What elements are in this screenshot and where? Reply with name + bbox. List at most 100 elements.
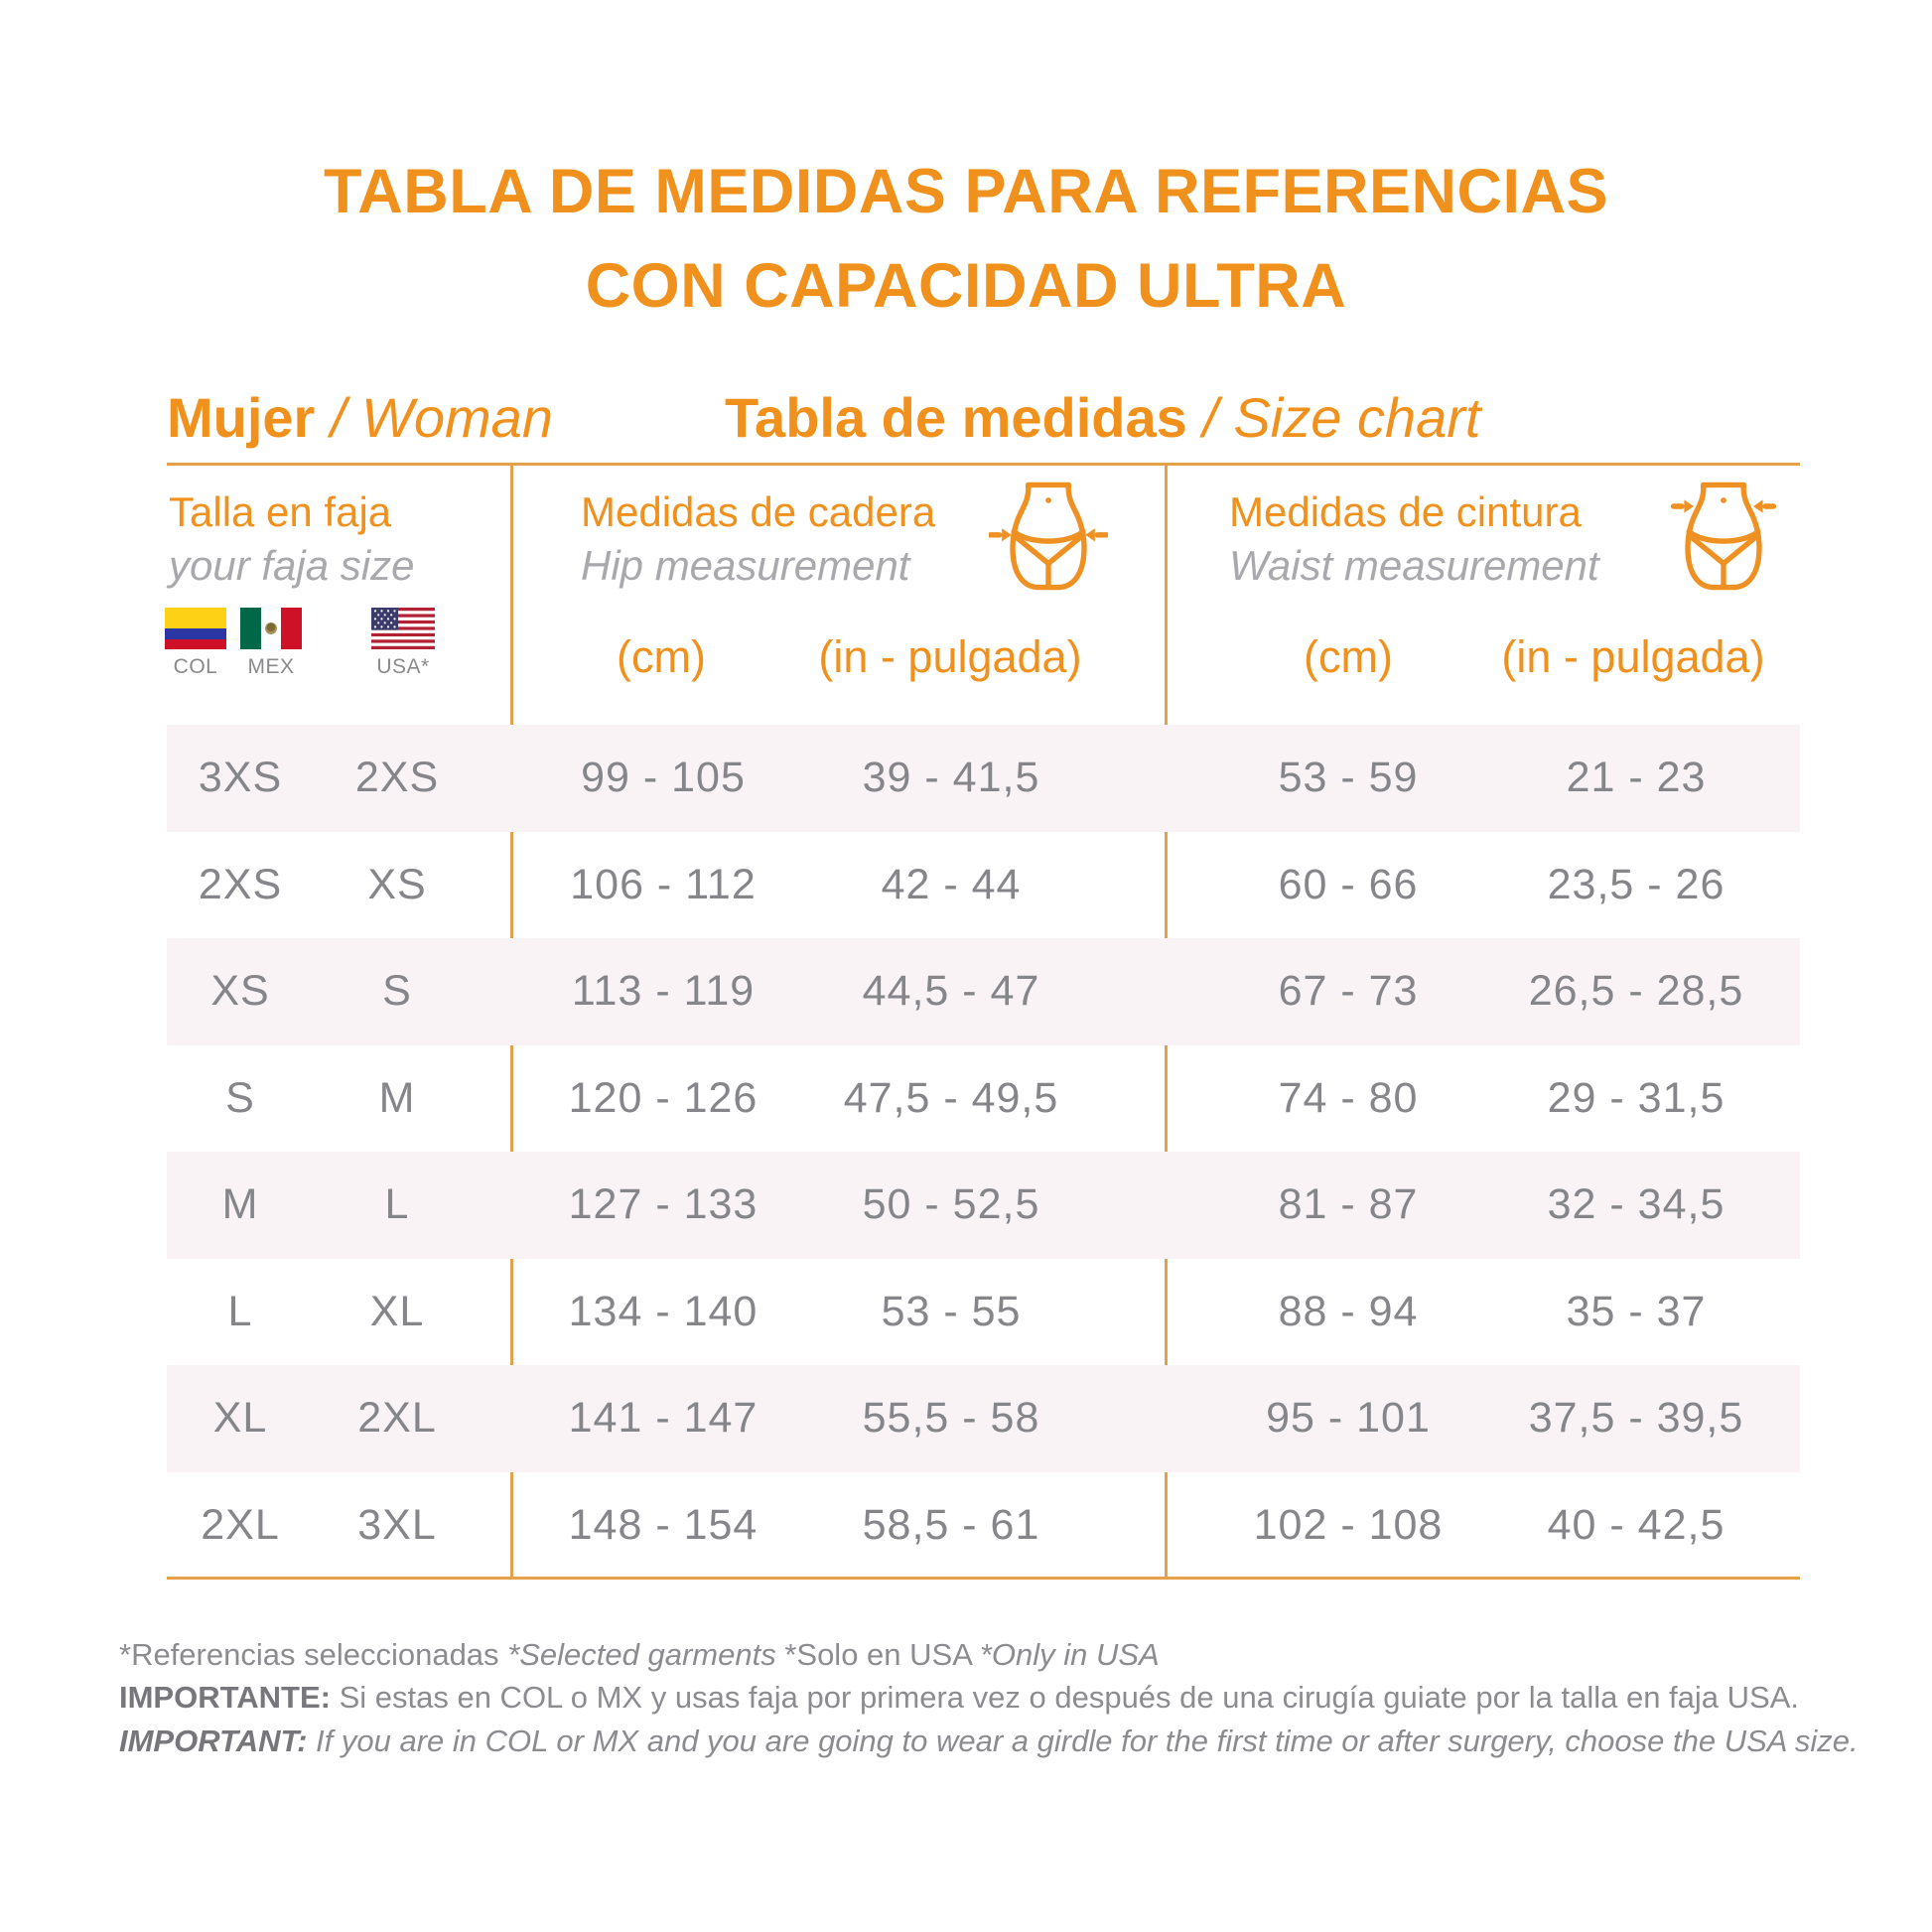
table-row: S M 120 - 126 47,5 - 49,5 74 - 80 29 - 31,5 — [167, 1045, 1800, 1153]
footnote-segment: IMPORTANT: — [119, 1723, 317, 1758]
cell-size2: L — [384, 1180, 410, 1229]
waist-column-title-en: Waist measurement — [1229, 542, 1599, 589]
cell-waist-in: 26,5 - 28,5 — [1528, 967, 1744, 1016]
cell-hip-cm: 113 - 119 — [571, 967, 756, 1016]
cell-waist-in: 29 - 31,5 — [1547, 1073, 1725, 1122]
cell-size2: 2XS — [354, 754, 440, 802]
mexico-flag-icon — [240, 608, 303, 649]
section-title-size-chart-es: Tabla de medidas — [725, 386, 1187, 449]
cell-waist-cm: 74 - 80 — [1278, 1073, 1419, 1122]
cell-hip-in: 44,5 - 47 — [862, 967, 1040, 1016]
colombia-flag-label: COL — [173, 655, 218, 678]
cell-waist-cm: 88 - 94 — [1278, 1287, 1419, 1335]
footnotes: *Referencias seleccionadas *Selected gar… — [119, 1633, 1876, 1762]
waist-measurement-icon — [1664, 477, 1783, 596]
table-row: 3XS 2XS 99 - 105 39 - 41,5 53 - 59 21 - 23 — [167, 725, 1800, 832]
hip-column-title-es: Medidas de cadera — [581, 488, 936, 535]
cell-hip-in: 50 - 52,5 — [862, 1180, 1040, 1229]
table-row: XS S 113 - 119 44,5 - 47 67 - 73 26,5 - 28,5 — [167, 938, 1800, 1045]
table-rows: 3XS 2XS 99 - 105 39 - 41,5 53 - 59 21 - 23 2XS… — [167, 725, 1800, 1579]
cell-size1: 3XS — [198, 754, 283, 802]
cell-hip-in: 55,5 - 58 — [862, 1394, 1040, 1443]
hip-unit-cm: (cm) — [617, 631, 706, 682]
cell-size1: 2XL — [201, 1500, 280, 1549]
cell-hip-cm: 134 - 140 — [568, 1287, 759, 1335]
table-row: XL 2XL 141 - 147 55,5 - 58 95 - 101 37,5 - 39… — [167, 1365, 1800, 1472]
page-title: TABLA DE MEDIDAS PARA REFERENCIAS CON CA… — [0, 145, 1932, 333]
section-title-woman-es: Mujer — [167, 386, 316, 449]
table-row: M L 127 - 133 50 - 52,5 81 - 87 32 - 34,5 — [167, 1152, 1800, 1259]
cell-hip-in: 47,5 - 49,5 — [843, 1073, 1059, 1122]
mexico-eagle-emblem — [265, 622, 277, 634]
cell-size1: L — [227, 1287, 253, 1335]
cell-hip-cm: 120 - 126 — [568, 1073, 759, 1122]
section-title-woman: Mujer / Woman — [167, 385, 553, 450]
section-title-size-chart: Tabla de medidas / Size chart — [725, 385, 1480, 450]
cell-hip-cm: 148 - 154 — [568, 1500, 759, 1549]
cell-hip-in: 42 - 44 — [881, 860, 1022, 908]
cell-waist-in: 40 - 42,5 — [1547, 1500, 1725, 1549]
usa-flag-label: USA* — [376, 655, 430, 678]
cell-waist-in: 23,5 - 26 — [1547, 860, 1725, 908]
cell-hip-in: 53 - 55 — [881, 1287, 1022, 1335]
cell-hip-cm: 127 - 133 — [568, 1180, 759, 1229]
cell-size1: XS — [210, 967, 270, 1016]
cell-waist-cm: 95 - 101 — [1266, 1394, 1431, 1443]
cell-size1: S — [225, 1073, 255, 1122]
cell-waist-cm: 81 - 87 — [1278, 1180, 1419, 1229]
table-row: L XL 134 - 140 53 - 55 88 - 94 35 - 37 — [167, 1259, 1800, 1366]
footnote-segment: *Only in USA — [979, 1637, 1160, 1672]
hip-unit-in: (in - pulgada) — [818, 631, 1082, 682]
size-column-title-en: your faja size — [169, 542, 415, 589]
table-bottom-border — [167, 1577, 1800, 1580]
waist-unit-cm: (cm) — [1304, 631, 1393, 682]
hip-column-title-en: Hip measurement — [581, 542, 910, 589]
footnote-segment: *Solo en USA — [784, 1637, 980, 1672]
cell-hip-cm: 141 - 147 — [568, 1394, 759, 1443]
footnote-segment: If you are in COL or MX and you are goin… — [316, 1723, 1859, 1758]
cell-waist-in: 35 - 37 — [1566, 1287, 1707, 1335]
colombia-flag-icon — [165, 608, 226, 649]
footnote-line: IMPORTANT: If you are in COL or MX and y… — [119, 1720, 1876, 1762]
section-title-woman-en: / Woman — [315, 386, 553, 449]
waist-unit-in: (in - pulgada) — [1501, 631, 1765, 682]
cell-size2: M — [378, 1073, 416, 1122]
footnote-line: IMPORTANTE: Si estas en COL o MX y usas … — [119, 1676, 1876, 1719]
cell-hip-in: 39 - 41,5 — [862, 754, 1040, 802]
cell-size2: XS — [367, 860, 427, 908]
cell-size2: 2XL — [357, 1394, 437, 1443]
hip-measurement-icon — [987, 477, 1110, 596]
size-column-title-es: Talla en faja — [169, 488, 392, 535]
mexico-flag-label: MEX — [247, 655, 295, 678]
footnote-segment: *Selected garments — [507, 1637, 785, 1672]
cell-waist-in: 37,5 - 39,5 — [1528, 1394, 1744, 1443]
footnote-segment: *Referencias seleccionadas — [119, 1637, 508, 1672]
cell-waist-cm: 60 - 66 — [1278, 860, 1419, 908]
cell-size2: XL — [369, 1287, 425, 1335]
footnote-line: *Referencias seleccionadas *Selected gar… — [119, 1633, 1876, 1676]
cell-size1: M — [221, 1180, 259, 1229]
cell-hip-cm: 99 - 105 — [581, 754, 746, 802]
cell-size1: XL — [212, 1394, 268, 1443]
usa-flag-icon — [371, 608, 435, 649]
cell-size2: S — [382, 967, 412, 1016]
cell-size1: 2XS — [198, 860, 283, 908]
cell-waist-cm: 102 - 108 — [1253, 1500, 1444, 1549]
footnote-segment: Si estas en COL o MX y usas faja por pri… — [339, 1680, 1800, 1716]
cell-hip-in: 58,5 - 61 — [862, 1500, 1040, 1549]
cell-size2: 3XL — [357, 1500, 437, 1549]
waist-column-title-es: Medidas de cintura — [1229, 488, 1582, 535]
table-top-border — [167, 463, 1800, 466]
section-title-size-chart-en: / Size chart — [1186, 386, 1481, 449]
table-row: 2XS XS 106 - 112 42 - 44 60 - 66 23,5 - 26 — [167, 832, 1800, 939]
cell-waist-in: 21 - 23 — [1566, 754, 1707, 802]
cell-waist-in: 32 - 34,5 — [1547, 1180, 1725, 1229]
cell-waist-cm: 53 - 59 — [1278, 754, 1419, 802]
cell-hip-cm: 106 - 112 — [570, 860, 757, 908]
cell-waist-cm: 67 - 73 — [1278, 967, 1419, 1016]
page-title-line2: CON CAPACIDAD ULTRA — [585, 250, 1347, 321]
table-row: 2XL 3XL 148 - 154 58,5 - 61 102 - 108 40 - 42… — [167, 1472, 1800, 1580]
footnote-segment: IMPORTANTE: — [119, 1680, 340, 1716]
page-title-line1: TABLA DE MEDIDAS PARA REFERENCIAS — [323, 157, 1609, 226]
